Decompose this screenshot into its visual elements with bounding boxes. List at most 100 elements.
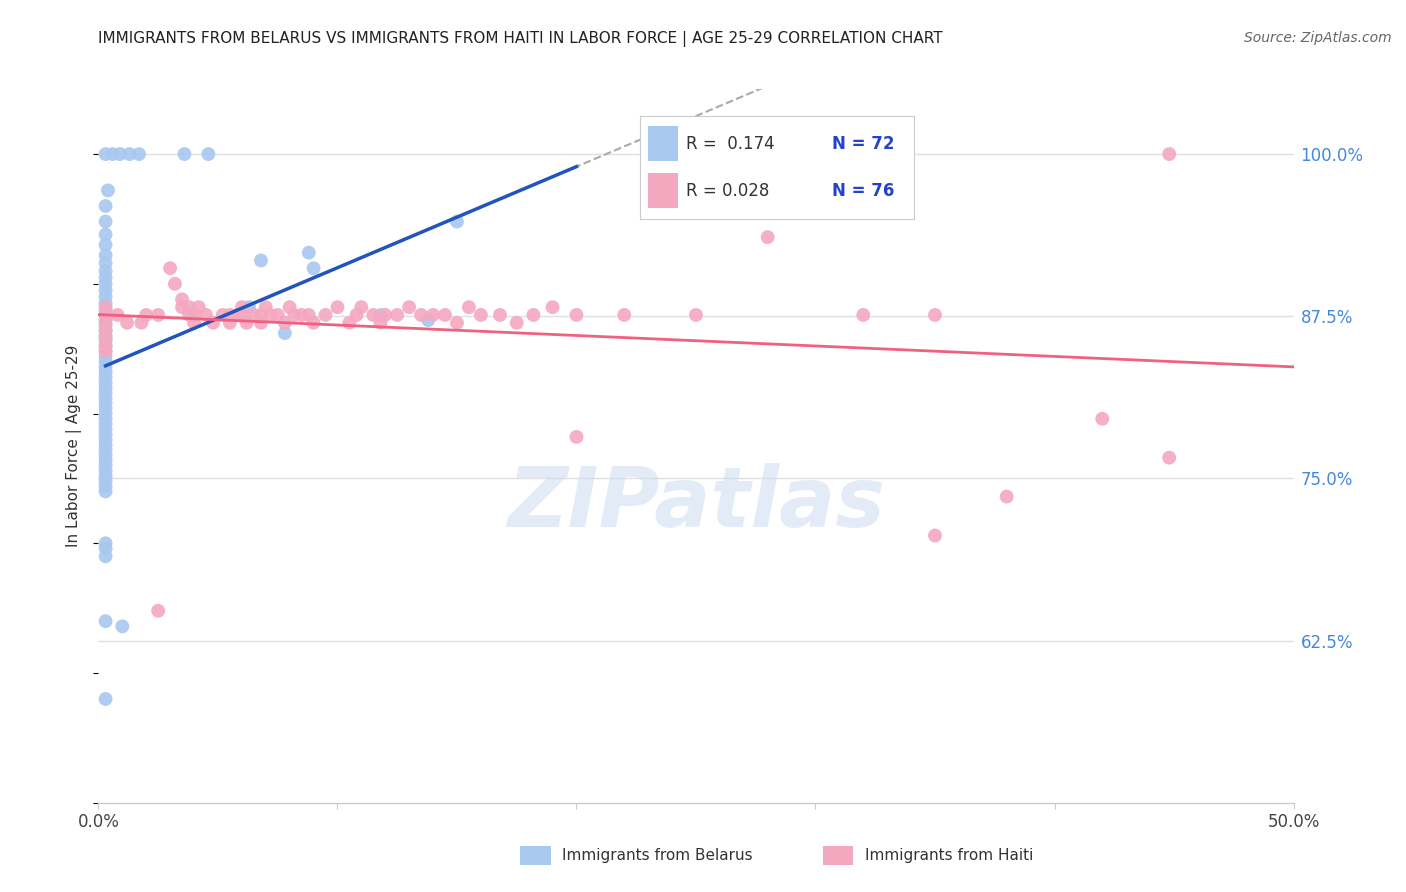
Text: Immigrants from Belarus: Immigrants from Belarus: [562, 848, 754, 863]
Point: [94, 484, 117, 499]
Point: [94, 438, 117, 452]
Point: [315, 308, 337, 322]
Point: [1159, 147, 1181, 161]
Point: [250, 308, 273, 322]
Point: [172, 300, 194, 314]
Point: [302, 261, 325, 276]
Text: R =  0.174: R = 0.174: [686, 135, 775, 153]
Point: [94, 468, 117, 483]
Point: [541, 300, 564, 314]
Point: [195, 308, 218, 322]
Point: [434, 308, 457, 322]
Point: [94, 417, 117, 431]
Point: [231, 308, 253, 322]
Point: [163, 277, 186, 291]
Point: [370, 308, 392, 322]
Point: [94, 344, 117, 359]
Point: [94, 339, 117, 353]
Point: [274, 326, 297, 340]
Point: [187, 300, 209, 314]
Point: [94, 331, 117, 345]
Point: [94, 381, 117, 395]
Point: [118, 147, 141, 161]
Point: [94, 401, 117, 416]
Point: [219, 308, 242, 322]
Point: [363, 308, 385, 322]
Point: [94, 324, 117, 338]
Point: [1091, 411, 1114, 425]
Point: [506, 316, 529, 330]
Point: [446, 316, 468, 330]
Point: [94, 354, 117, 368]
Point: [94, 391, 117, 405]
Point: [458, 300, 481, 314]
Bar: [648, 126, 678, 161]
Point: [159, 261, 181, 276]
Point: [94, 474, 117, 488]
Point: [94, 147, 117, 161]
Point: [94, 339, 117, 353]
Point: [259, 308, 281, 322]
Point: [298, 245, 321, 260]
Point: [94, 334, 117, 348]
Point: [94, 536, 117, 550]
Point: [94, 344, 117, 359]
Point: [94, 396, 117, 410]
Text: N = 76: N = 76: [832, 182, 894, 200]
Point: [94, 302, 117, 317]
Point: [94, 350, 117, 364]
Point: [489, 308, 512, 322]
Point: [94, 458, 117, 473]
Point: [422, 308, 444, 322]
Point: [254, 300, 277, 314]
Point: [111, 619, 134, 633]
Point: [470, 308, 492, 322]
Point: [94, 313, 117, 327]
Point: [94, 238, 117, 252]
Point: [94, 448, 117, 462]
Point: [94, 442, 117, 457]
Point: [852, 308, 875, 322]
Point: [94, 359, 117, 374]
Point: [565, 430, 588, 444]
Point: [94, 318, 117, 333]
Point: [350, 300, 373, 314]
Point: [374, 308, 396, 322]
Point: [94, 283, 117, 297]
Point: [148, 308, 170, 322]
Point: [172, 293, 194, 307]
Point: [94, 479, 117, 493]
Point: [94, 376, 117, 390]
Point: [94, 324, 117, 338]
Point: [94, 422, 117, 436]
Point: [94, 385, 117, 400]
Point: [250, 253, 273, 268]
Point: [128, 147, 150, 161]
Point: [302, 316, 325, 330]
Point: [148, 604, 170, 618]
Point: [94, 328, 117, 343]
Text: Immigrants from Haiti: Immigrants from Haiti: [865, 848, 1033, 863]
Point: [94, 308, 117, 322]
Point: [101, 147, 124, 161]
Point: [135, 308, 157, 322]
Point: [446, 214, 468, 228]
Bar: [648, 173, 678, 208]
Point: [924, 528, 946, 542]
Point: [278, 300, 301, 314]
Text: Source: ZipAtlas.com: Source: ZipAtlas.com: [1244, 31, 1392, 45]
Point: [94, 692, 117, 706]
Point: [94, 370, 117, 384]
Point: [326, 300, 349, 314]
Text: IMMIGRANTS FROM BELARUS VS IMMIGRANTS FROM HAITI IN LABOR FORCE | AGE 25-29 CORR: IMMIGRANTS FROM BELARUS VS IMMIGRANTS FR…: [98, 31, 943, 47]
Point: [211, 308, 233, 322]
Point: [179, 308, 201, 322]
Point: [94, 411, 117, 425]
Point: [94, 541, 117, 556]
Point: [94, 277, 117, 291]
Text: R = 0.028: R = 0.028: [686, 182, 769, 200]
Point: [94, 407, 117, 421]
Point: [291, 308, 314, 322]
Point: [267, 308, 290, 322]
Point: [94, 270, 117, 285]
